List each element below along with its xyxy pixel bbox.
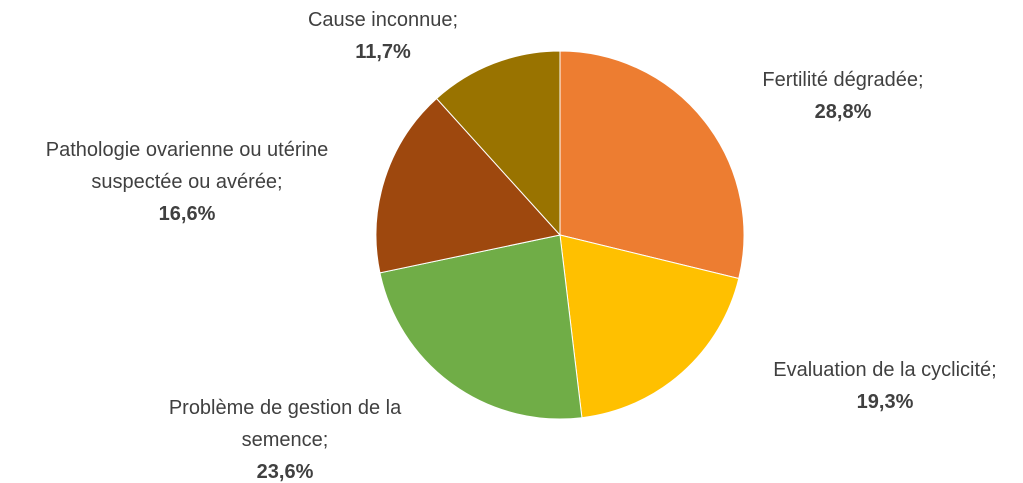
category-label: Fertilité dégradée;	[762, 69, 924, 91]
pie-slice	[559, 50, 745, 280]
value-label: 16,6%	[158, 203, 216, 225]
value-label: 28,8%	[814, 101, 872, 123]
slice-label: Cause inconnue; 11,7%	[263, 4, 503, 68]
value-label: 11,7%	[355, 41, 411, 63]
pie-slice	[375, 97, 561, 274]
pie-slice	[559, 234, 740, 419]
pie-slice	[435, 50, 561, 237]
value-label: 19,3%	[856, 391, 914, 413]
slice-label: Evaluation de la cyclicité; 19,3%	[740, 354, 1023, 418]
value-label: 23,6%	[256, 461, 314, 483]
pie-slice	[379, 234, 583, 420]
category-label: Cause inconnue;	[307, 9, 459, 31]
category-label: Pathologie ovarienne ou utérine suspecté…	[45, 139, 329, 193]
category-label: Problème de gestion de la semence;	[168, 397, 402, 451]
category-label: Evaluation de la cyclicité;	[773, 359, 997, 381]
slice-label: Fertilité dégradée; 28,8%	[713, 64, 973, 128]
slice-label: Problème de gestion de la semence; 23,6%	[135, 392, 435, 483]
slice-label: Pathologie ovarienne ou utérine suspecté…	[2, 134, 372, 230]
